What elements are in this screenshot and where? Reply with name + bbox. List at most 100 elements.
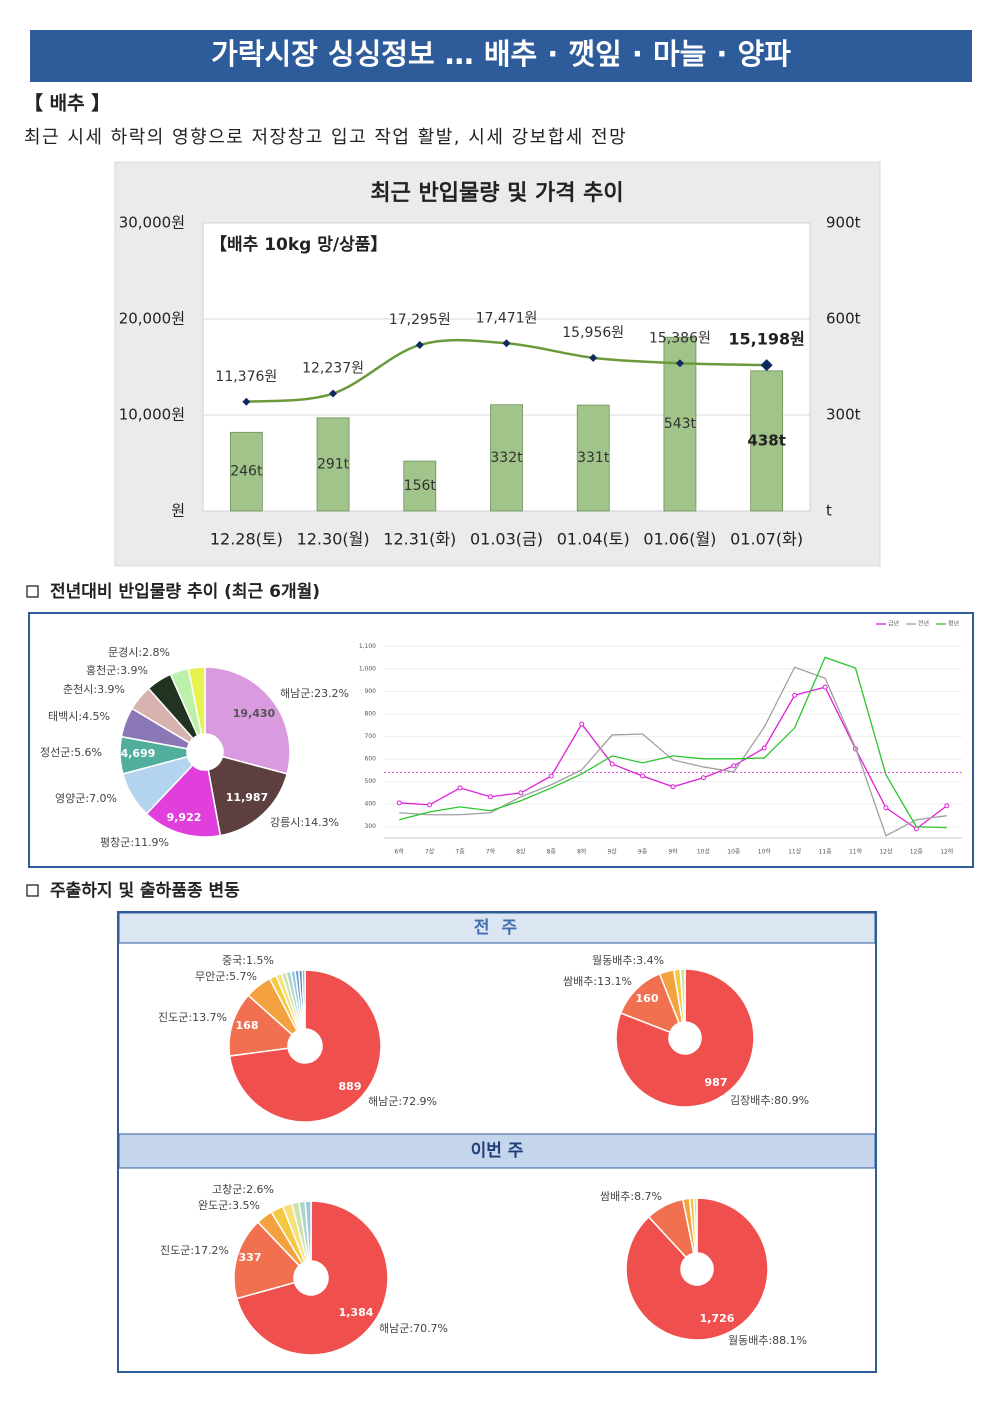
slice-label: 중국:1.5% (222, 954, 274, 967)
slice-label: 문경시:2.8% (108, 646, 170, 659)
pie-slice (187, 666, 206, 736)
section-heading: 【 배추 】 (24, 92, 110, 115)
slice-label: 춘천시:3.9% (63, 682, 125, 696)
band (118, 1133, 876, 1169)
slice-count: 337 (239, 1251, 262, 1264)
marker (883, 805, 889, 811)
x-tick-label: 8하 (577, 848, 587, 856)
price-label: 11,376원 (215, 369, 277, 385)
marker (457, 785, 463, 791)
x-tick-label: 7중 (455, 849, 465, 856)
bar (403, 460, 437, 512)
slice-count: 168 (236, 1019, 259, 1032)
bar (576, 404, 610, 512)
legend-label: 전년 (918, 620, 929, 628)
slice-label: 완도군:3.5% (198, 1199, 260, 1212)
price-label: 15,198원 (728, 330, 804, 349)
x-tick-label: 11중 (819, 849, 833, 856)
y2-tick-label: 300t (826, 406, 861, 424)
bar-label: 246t (230, 464, 263, 480)
slice-label: 강릉시:14.3% (270, 816, 339, 829)
y-tick-label: 원 (171, 502, 185, 520)
x-tick-label: 6하 (395, 848, 405, 856)
pie-slice (207, 755, 289, 837)
marker (427, 802, 433, 808)
x-tick-label: 12.31(화) (383, 530, 456, 549)
x-tick-label: 01.07(화) (730, 530, 803, 549)
y-tick-label: 10,000원 (119, 406, 185, 424)
pie-slice (615, 968, 755, 1108)
bullet (26, 884, 39, 897)
y-tick-label: 500 (365, 778, 377, 785)
x-tick-label: 9상 (607, 848, 617, 856)
x-tick-label: 12상 (879, 848, 893, 856)
x-tick-label: 01.04(토) (557, 530, 630, 549)
slice-count: 9,922 (167, 811, 202, 824)
bar-label: 543t (664, 416, 697, 432)
bar (490, 404, 523, 512)
marker (761, 745, 767, 751)
x-tick-label: 01.06(월) (643, 530, 716, 549)
pie-slice (228, 969, 382, 1123)
y-tick-label: 700 (365, 733, 377, 740)
marker (329, 389, 338, 398)
pie-slice (233, 1221, 301, 1300)
x-tick-label: 8중 (547, 849, 557, 856)
marker (396, 800, 402, 806)
slice-label: 태백시:4.5% (48, 710, 110, 723)
marker (944, 803, 950, 809)
marker (502, 339, 511, 348)
slice-count: 160 (636, 992, 659, 1005)
band-label: 전 주 (474, 918, 520, 938)
marker (415, 340, 424, 349)
x-tick-label: 12하 (940, 848, 954, 856)
bar (316, 417, 350, 512)
marker (792, 692, 798, 698)
price-label: 15,386원 (649, 330, 711, 346)
marker (760, 359, 773, 372)
x-tick-label: 12.28(토) (210, 530, 283, 549)
x-tick-label: 10상 (697, 848, 711, 856)
slice-count: 889 (339, 1080, 362, 1093)
slice-label: 무안군:5.7% (195, 970, 257, 983)
marker (675, 359, 684, 368)
pie-slice (679, 968, 686, 1023)
bar-label: 438t (747, 431, 785, 449)
y-tick-label: 800 (365, 710, 377, 717)
y-tick-label: 300 (365, 823, 377, 830)
pie-slice (301, 969, 306, 1030)
slice-label: 해남군:23.2% (280, 686, 349, 700)
x-tick-label: 12중 (910, 849, 924, 856)
header-bar (30, 30, 972, 82)
y-tick-label: 1,100 (359, 643, 376, 650)
header-title: 가락시장 싱싱정보 … 배추 · 깻잎 · 마늘 · 양파 (211, 37, 791, 71)
slice-label: 진도군:13.7% (158, 1011, 227, 1024)
marker (579, 721, 585, 727)
bar (750, 370, 784, 512)
series-line (399, 656, 947, 829)
band (118, 912, 876, 944)
pie-slice (145, 764, 222, 838)
y2-tick-label: t (826, 502, 832, 520)
x-tick-label: 11하 (849, 848, 863, 856)
marker (609, 761, 615, 767)
bar (229, 431, 263, 512)
x-tick-label: 7하 (486, 848, 496, 856)
marker (548, 773, 554, 779)
slice-label: 월동배추:3.4% (592, 954, 664, 967)
slice-label: 영양군:7.0% (55, 792, 117, 805)
pie-slice (304, 1200, 312, 1262)
y-tick-label: 900 (365, 688, 377, 695)
slice-count: 4,699 (121, 747, 156, 760)
summary: 최근 시세 하락의 영향으로 저장창고 입고 작업 활발, 시세 강보합세 전망 (24, 127, 627, 148)
y2-tick-label: 900t (826, 214, 861, 232)
marker (518, 790, 524, 796)
pie-slice (204, 666, 291, 775)
slice-label: 고창군:2.6% (212, 1183, 274, 1196)
chart-title: 최근 반입물량 및 가격 추이 (370, 181, 623, 206)
slice-label: 김장배추:80.9% (730, 1094, 809, 1107)
bullet (26, 585, 39, 598)
bar-label: 332t (490, 450, 523, 466)
marker (731, 763, 737, 769)
